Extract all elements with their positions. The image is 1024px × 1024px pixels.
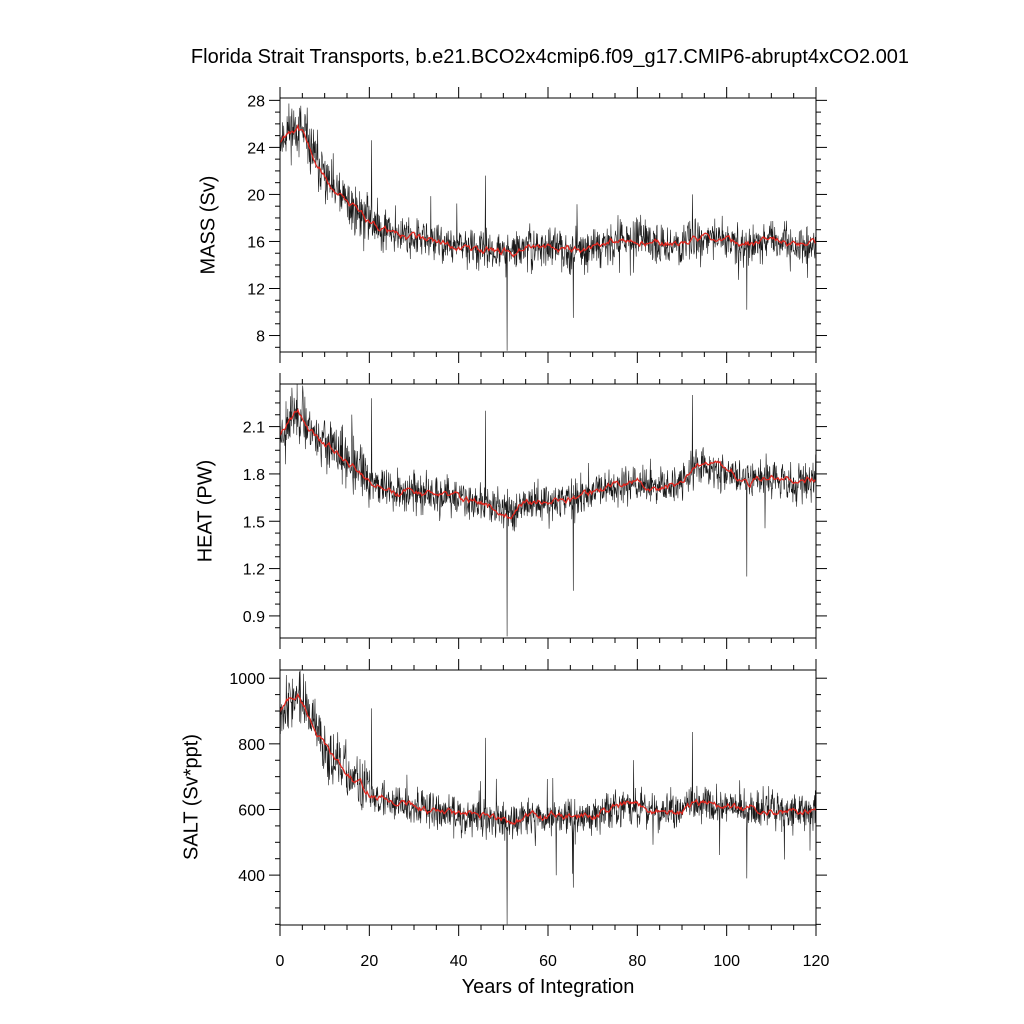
y-tick-label-mass: 24 [247,140,265,157]
x-tick-label: 100 [713,953,740,970]
raw-series-mass [279,103,817,351]
y-tick-label-mass: 16 [247,234,265,251]
smooth-series-heat [279,408,817,520]
x-tick-label: 20 [360,953,378,970]
y-tick-label-salt: 600 [238,802,265,819]
y-tick-label-mass: 8 [256,329,265,346]
y-tick-label-heat: 1.2 [243,562,265,579]
x-axis-label: Years of Integration [461,976,635,998]
smooth-series-mass [279,123,817,258]
figure-title: Florida Strait Transports, b.e21.BCO2x4c… [190,46,910,68]
y-tick-label-mass: 20 [247,187,265,204]
panel-frame-heat [279,383,817,639]
raw-series-salt [279,670,817,925]
ylabel-heat: HEAT (PW) [194,459,217,563]
smooth-series-salt [279,692,817,826]
x-tick-label: 60 [539,953,557,970]
x-tick-label: 120 [803,953,830,970]
y-tick-label-heat: 2.1 [243,420,265,437]
y-tick-label-heat: 0.9 [243,609,265,626]
raw-series-heat [279,383,817,637]
y-tick-label-salt: 800 [238,737,265,754]
x-tick-label: 40 [450,953,468,970]
ylabel-mass: MASS (Sv) [197,175,220,275]
y-tick-label-heat: 1.8 [243,467,265,484]
y-tick-label-salt: 1000 [229,671,265,688]
y-tick-label-heat: 1.5 [243,514,265,531]
x-tick-label: 0 [276,953,285,970]
ylabel-salt: SALT (Sv*ppt) [180,734,203,860]
y-tick-label-mass: 28 [247,93,265,110]
x-tick-label: 80 [628,953,646,970]
y-tick-label-salt: 400 [238,868,265,885]
y-tick-label-mass: 12 [247,282,265,299]
